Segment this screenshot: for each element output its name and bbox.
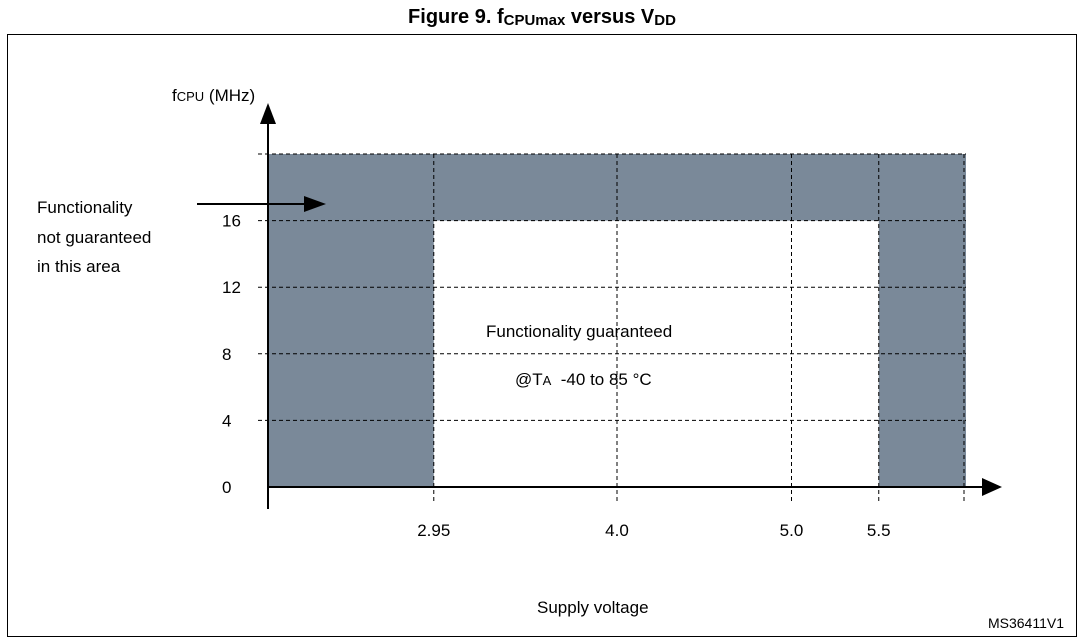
guaranteed-temperature: @TA -40 to 85 °C — [515, 370, 652, 389]
y-tick-label-4: 4 — [222, 411, 231, 430]
title-prefix: Figure 9. f — [408, 6, 504, 28]
tick-labels-layer: 0 4 8 12 16 2.95 4.0 5.0 5.5 — [222, 212, 891, 540]
not-guaranteed-line-3: in this area — [37, 257, 121, 276]
x-tick-label-5.0: 5.0 — [780, 521, 804, 540]
figure-reference: MS36411V1 — [988, 615, 1064, 631]
y-axis-arrow — [260, 103, 276, 124]
title-mid: versus V — [565, 6, 655, 28]
not-guaranteed-line-1: Functionality — [37, 198, 133, 217]
axes-layer — [197, 103, 1002, 509]
title-sub-dd: DD — [654, 12, 676, 29]
x-axis-arrow — [982, 478, 1002, 496]
title-sub-cpumax: CPUmax — [503, 12, 566, 29]
not-guaranteed-line-2: not guaranteed — [37, 228, 151, 247]
grid-layer — [258, 153, 966, 502]
x-tick-label-5.5: 5.5 — [867, 521, 891, 540]
x-tick-label-4.0: 4.0 — [605, 521, 629, 540]
y-tick-label-16: 16 — [222, 212, 241, 231]
y-tick-label-12: 12 — [222, 278, 241, 297]
y-axis-label: fCPU (MHz) — [172, 86, 255, 105]
guaranteed-label: Functionality guaranteed — [486, 322, 672, 341]
x-axis-label: Supply voltage — [537, 598, 649, 617]
y-tick-label-8: 8 — [222, 345, 231, 364]
y-tick-label-0: 0 — [222, 478, 231, 497]
figure-frame — [7, 34, 1077, 637]
annotation-arrow-head — [304, 196, 326, 212]
figure-title: Figure 9. fCPUmax versus VDD — [0, 4, 1084, 32]
x-tick-label-2.95: 2.95 — [417, 521, 450, 540]
